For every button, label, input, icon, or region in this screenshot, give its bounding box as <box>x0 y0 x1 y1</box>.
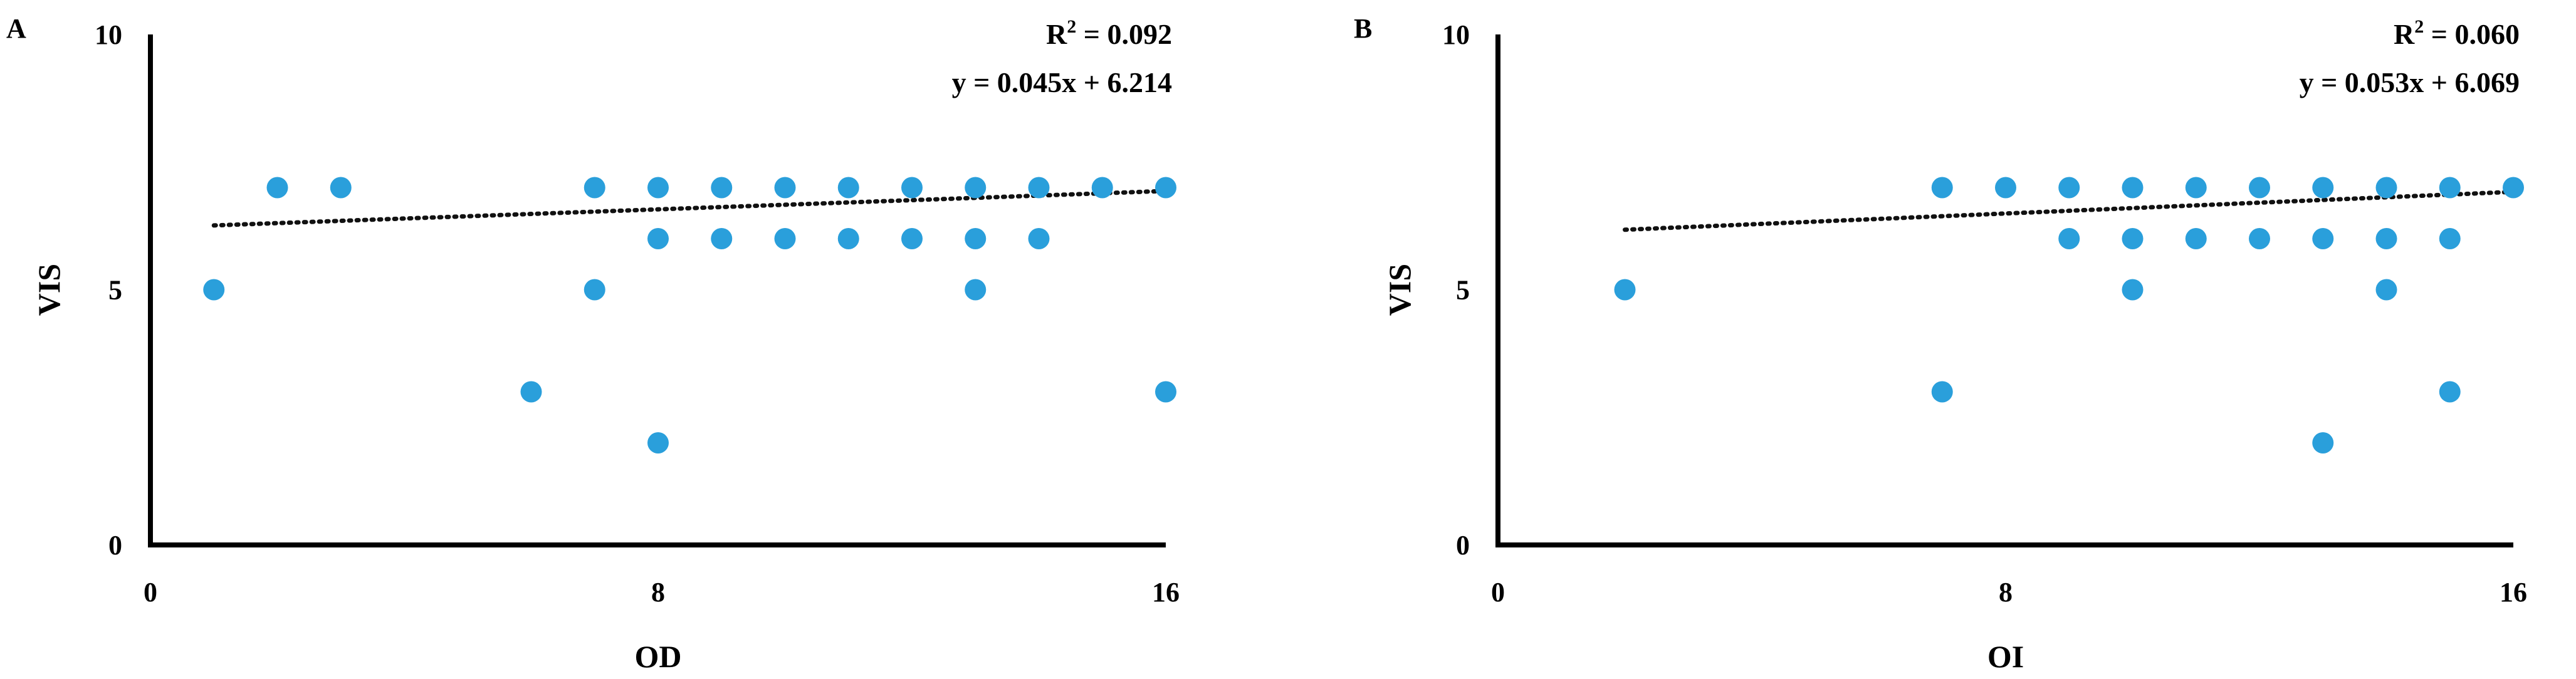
data-point <box>2058 228 2080 249</box>
y-tick-label: 5 <box>1456 275 1470 306</box>
data-point <box>1614 279 1636 301</box>
data-point <box>774 228 796 249</box>
data-point <box>2439 381 2461 403</box>
data-point <box>837 177 859 199</box>
x-tick-label: 8 <box>651 577 665 608</box>
data-point <box>203 279 225 301</box>
y-tick-label: 10 <box>1442 19 1470 50</box>
data-point <box>647 432 669 454</box>
data-point <box>2249 228 2270 249</box>
data-point <box>2122 177 2144 199</box>
x-tick-label: 0 <box>1491 577 1505 608</box>
data-point <box>2185 228 2207 249</box>
data-point <box>647 177 669 199</box>
data-point <box>2312 177 2334 199</box>
data-point <box>901 228 923 249</box>
regression-equation: y = 0.053x + 6.069 <box>2300 66 2520 98</box>
x-tick-label: 0 <box>144 577 157 608</box>
data-point <box>2375 279 2397 301</box>
data-point <box>1995 177 2016 199</box>
y-axis-label: VIS <box>31 264 66 316</box>
data-point <box>584 279 605 301</box>
x-tick-label: 8 <box>1999 577 2013 608</box>
scatter-panel-a: A VIS OD R2 = 0.092 y = 0.045x + 6.214 0… <box>6 13 1180 674</box>
data-point <box>711 228 733 249</box>
data-point <box>2375 228 2397 249</box>
data-point <box>1155 381 1176 403</box>
data-point <box>711 177 733 199</box>
data-point <box>965 228 987 249</box>
y-tick-label: 10 <box>95 19 122 50</box>
data-point <box>2249 177 2270 199</box>
data-point <box>647 228 669 249</box>
data-point <box>1028 177 1050 199</box>
data-point <box>2439 228 2461 249</box>
y-tick-label: 0 <box>108 530 122 561</box>
data-point <box>2122 228 2144 249</box>
trendline <box>1623 189 2516 232</box>
y-axis-label: VIS <box>1382 264 1417 316</box>
data-point <box>2185 177 2207 199</box>
x-axis-label: OD <box>635 639 682 674</box>
y-tick-label: 0 <box>1456 530 1470 561</box>
data-point <box>266 177 288 199</box>
x-tick-label: 16 <box>1152 577 1180 608</box>
x-axis-label: OI <box>1987 639 2024 674</box>
data-point <box>520 381 542 403</box>
data-point <box>2122 279 2144 301</box>
data-point <box>965 279 987 301</box>
data-point <box>1091 177 1113 199</box>
r-squared-superscript: 2 <box>2414 16 2424 37</box>
data-point <box>837 228 859 249</box>
data-point <box>2439 177 2461 199</box>
data-point <box>1931 381 1953 403</box>
data-point <box>1155 177 1176 199</box>
data-point <box>2312 228 2334 249</box>
data-point <box>2375 177 2397 199</box>
r-squared-annotation: R2 = 0.060 <box>2394 16 2520 50</box>
scatter-panel-b: B VIS OI R2 = 0.060 y = 0.053x + 6.069 0… <box>1354 13 2527 674</box>
data-point <box>774 177 796 199</box>
data-point <box>330 177 352 199</box>
data-point <box>1931 177 1953 199</box>
data-point <box>2058 177 2080 199</box>
data-point <box>901 177 923 199</box>
r-squared-annotation: R2 = 0.092 <box>1046 16 1172 50</box>
x-tick-label: 16 <box>2500 577 2527 608</box>
panel-letter: B <box>1354 13 1372 44</box>
trendline <box>211 189 1168 228</box>
data-point <box>584 177 605 199</box>
data-point <box>2503 177 2524 199</box>
panel-letter: A <box>6 13 26 44</box>
regression-equation: y = 0.045x + 6.214 <box>952 66 1172 98</box>
data-point <box>2312 432 2334 454</box>
y-tick-label: 5 <box>108 275 122 306</box>
data-point <box>1028 228 1050 249</box>
r-squared-superscript: 2 <box>1067 16 1076 37</box>
data-point <box>965 177 987 199</box>
